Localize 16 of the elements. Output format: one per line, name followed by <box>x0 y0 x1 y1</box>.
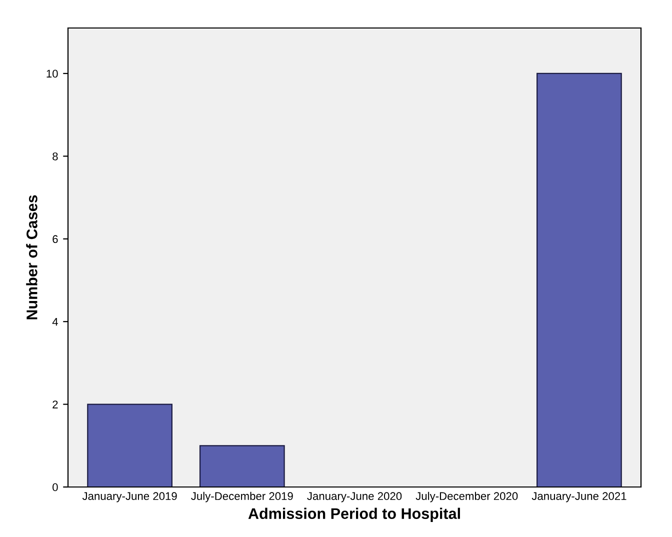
x-tick-label: January-June 2020 <box>307 492 402 502</box>
x-tick-label: January-June 2019 <box>82 492 177 502</box>
y-tick-label: 4 <box>52 318 58 326</box>
bar <box>536 72 622 487</box>
y-axis-title: Number of Cases <box>26 195 38 320</box>
bar <box>87 404 172 487</box>
x-axis-title: Admission Period to Hospital <box>248 508 460 522</box>
y-tick-label: 6 <box>52 235 58 244</box>
y-tick-label: 0 <box>52 483 58 492</box>
x-tick-label: July-December 2020 <box>416 492 518 502</box>
y-tick-label: 10 <box>46 70 58 78</box>
x-tick-label: January-June 2021 <box>532 492 626 502</box>
y-tick-label: 8 <box>52 152 58 160</box>
y-tick-label: 2 <box>52 400 58 408</box>
bar <box>199 445 285 487</box>
x-tick-label: July-December 2019 <box>191 492 293 502</box>
